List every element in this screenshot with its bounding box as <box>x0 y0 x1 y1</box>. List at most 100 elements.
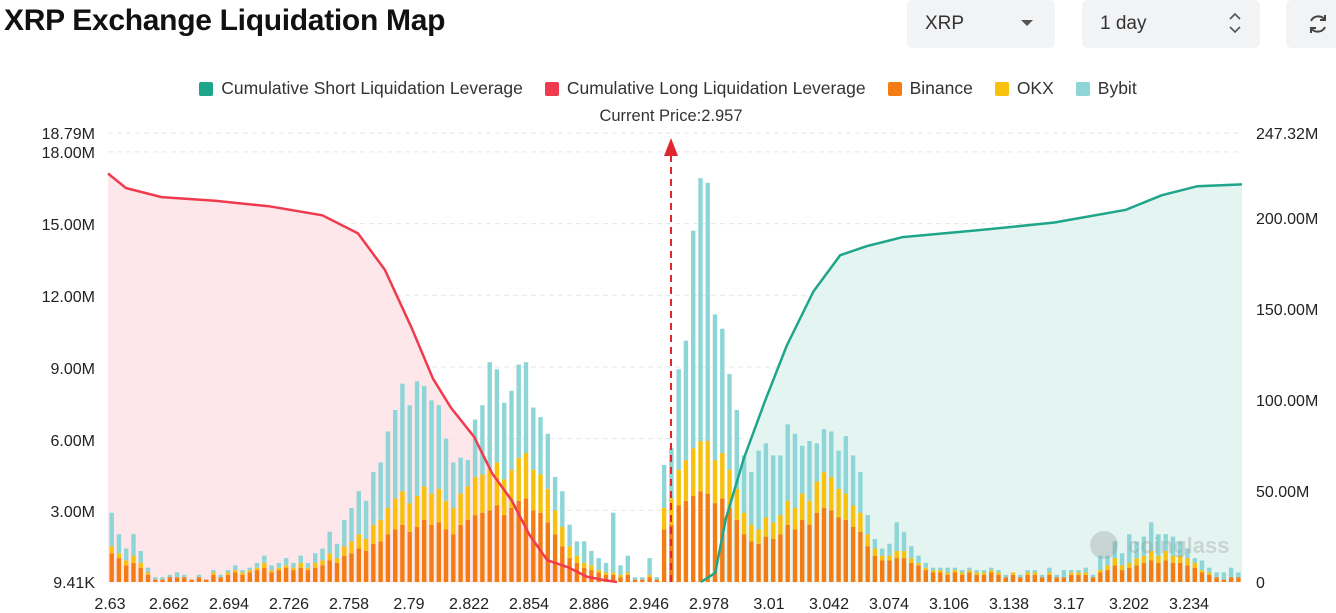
okx-bar <box>545 488 550 523</box>
binance-bar <box>1178 562 1183 582</box>
bybit-bar <box>821 429 827 473</box>
binance-bar <box>625 574 630 582</box>
okx-bar <box>400 491 405 525</box>
bybit-bar <box>792 433 798 508</box>
binance-bar <box>1083 574 1088 582</box>
okx-bar <box>538 474 543 513</box>
refresh-button[interactable] <box>1286 0 1336 48</box>
okx-bar <box>589 565 594 571</box>
bybit-bar <box>218 574 223 578</box>
bybit-bar <box>807 441 812 501</box>
y-right-tick-label: 150.00M <box>1256 302 1318 319</box>
legend-item[interactable]: OKX <box>994 78 1054 99</box>
bybit-bar <box>167 574 172 578</box>
legend-item[interactable]: Binance <box>887 78 973 99</box>
bybit-bar <box>829 431 834 477</box>
range-select[interactable]: 1 day <box>1082 0 1260 48</box>
okx-bar <box>1047 572 1052 575</box>
okx-bar <box>1149 550 1154 561</box>
binance-bar <box>1025 574 1030 582</box>
okx-bar <box>371 524 376 544</box>
okx-bar <box>552 510 558 535</box>
okx-bar <box>436 488 441 523</box>
binance-bar <box>850 527 856 582</box>
okx-bar <box>712 460 718 504</box>
okx-bar <box>582 562 587 568</box>
bybit-bar <box>480 405 485 475</box>
binance-bar <box>131 562 136 582</box>
binance-bar <box>174 577 180 582</box>
binance-bar <box>276 570 281 582</box>
binance-bar <box>712 503 718 582</box>
binance-bar <box>138 567 143 582</box>
bybit-bar <box>247 567 252 571</box>
bybit-bar <box>625 555 630 573</box>
binance-bar <box>887 560 892 582</box>
bybit-bar <box>596 558 601 570</box>
y-right-tick-label: 200.00M <box>1256 211 1318 228</box>
okx-bar <box>516 457 521 501</box>
binance-bar <box>116 558 122 582</box>
legend-item[interactable]: Cumulative Short Liquidation Leverage <box>199 78 523 99</box>
bybit-bar <box>843 436 848 494</box>
y-right-tick-label: 50.00M <box>1256 484 1309 501</box>
okx-bar <box>1105 565 1110 571</box>
okx-bar <box>771 522 776 539</box>
bybit-bar <box>436 405 441 489</box>
binance-bar <box>538 512 543 582</box>
okx-bar <box>807 500 812 525</box>
bybit-bar <box>981 570 987 573</box>
legend-label: OKX <box>1016 78 1054 98</box>
bybit-bar <box>1127 534 1132 563</box>
y-left-tick-label: 18.79M <box>42 126 95 143</box>
x-tick-label: 3.202 <box>1109 596 1149 613</box>
binance-bar <box>1061 577 1067 582</box>
legend-item[interactable]: Bybit <box>1075 78 1137 99</box>
okx-bar <box>342 546 347 556</box>
bybit-bar <box>778 455 783 516</box>
bybit-bar <box>153 577 158 580</box>
x-tick-label: 3.042 <box>809 596 849 613</box>
okx-bar <box>1127 562 1132 568</box>
binance-bar <box>153 579 158 582</box>
binance-bar <box>1010 574 1016 582</box>
watermark-text: coinglass <box>1128 533 1229 558</box>
bybit-bar <box>996 570 1001 573</box>
okx-bar <box>698 441 703 492</box>
okx-bar <box>385 507 391 535</box>
legend-swatch <box>1075 81 1090 96</box>
y-left-tick-label: 6.00M <box>51 433 95 450</box>
bybit-bar <box>698 178 703 442</box>
asset-select-value: XRP <box>925 13 965 34</box>
okx-bar <box>451 507 456 535</box>
binance-bar <box>1047 574 1052 582</box>
binance-bar <box>800 519 805 582</box>
binance-bar <box>189 579 194 582</box>
legend-item[interactable]: Cumulative Long Liquidation Leverage <box>544 78 866 99</box>
binance-bar <box>632 579 638 582</box>
okx-bar <box>233 570 238 573</box>
okx-bar <box>124 560 129 566</box>
y-right-tick-label: 247.32M <box>1256 126 1318 143</box>
binance-bar <box>313 567 318 582</box>
bybit-bar <box>1170 536 1176 556</box>
okx-bar <box>596 570 601 573</box>
okx-bar <box>850 505 856 527</box>
current-price-label: Current Price:2.957 <box>599 107 742 125</box>
binance-bar <box>422 519 427 582</box>
okx-bar <box>1069 572 1074 575</box>
okx-bar <box>683 460 689 501</box>
x-tick-label: 2.758 <box>329 596 369 613</box>
okx-bar <box>1098 570 1103 573</box>
long-cumulative-line <box>107 172 618 584</box>
bybit-bar <box>756 450 761 530</box>
okx-bar <box>283 565 289 568</box>
binance-bar <box>741 534 747 582</box>
okx-bar <box>225 572 231 575</box>
bybit-bar <box>1199 560 1205 571</box>
okx-bar <box>429 493 434 525</box>
binance-bar <box>1170 562 1176 582</box>
chevron-down-icon <box>1021 20 1033 26</box>
okx-bar <box>574 555 580 563</box>
asset-select[interactable]: XRP <box>907 0 1055 48</box>
